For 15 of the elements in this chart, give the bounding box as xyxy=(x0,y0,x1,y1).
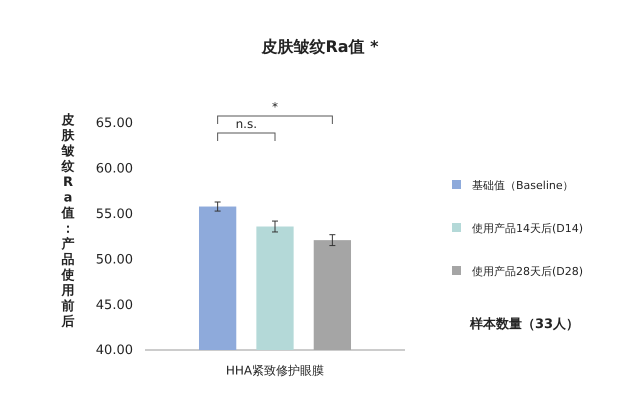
annotation: n.s. xyxy=(236,117,258,131)
text: * xyxy=(272,100,278,114)
legend-label: 使用产品28天后(D28) xyxy=(472,265,584,278)
x-tick-label: HHA紧致修护眼膜 xyxy=(226,364,324,378)
y-tick-label: 40.00 xyxy=(96,343,133,358)
y-tick-label: 55.00 xyxy=(96,206,133,222)
legend-label: 使用产品14天后(D14) xyxy=(472,222,584,235)
chart-title: 皮肤皱纹Ra值 * xyxy=(260,37,380,56)
text: 皮肤皱纹Ra值：产品使用前后 xyxy=(62,113,74,330)
y-tick-label: 60.00 xyxy=(96,162,133,177)
text: 样本数量（33人） xyxy=(469,317,580,332)
y-tick-label: 50.00 xyxy=(96,252,133,268)
y-tick-label: 65.00 xyxy=(96,116,133,132)
y-tick-label: 45.00 xyxy=(96,298,133,313)
legend-label: 基础值（Baseline） xyxy=(472,179,574,192)
